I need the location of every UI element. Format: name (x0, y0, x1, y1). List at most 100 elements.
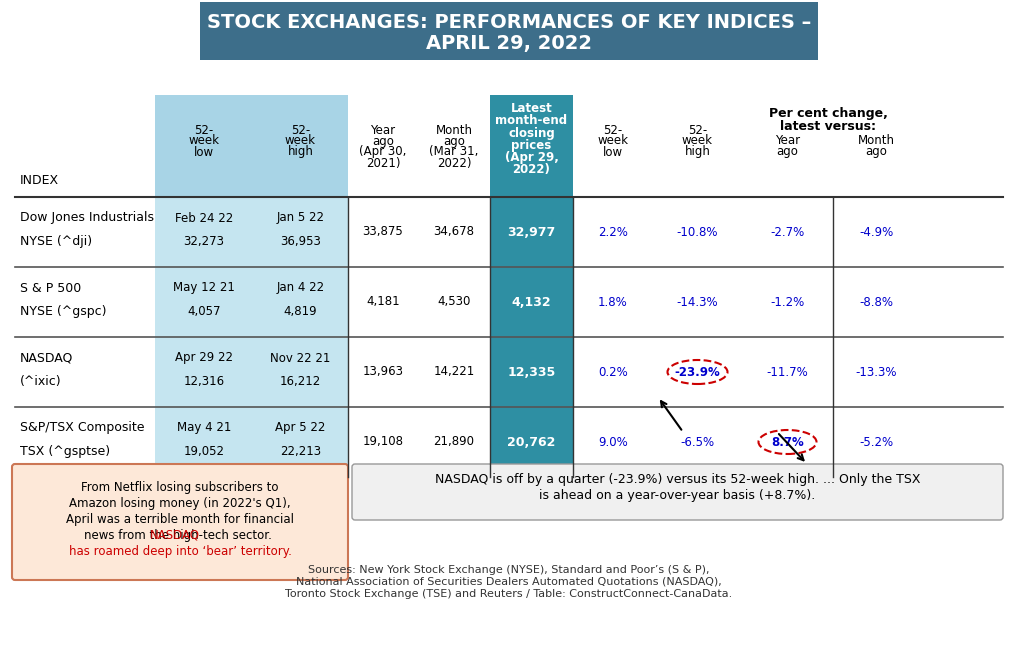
Text: 34,678: 34,678 (434, 226, 474, 238)
Text: 13,963: 13,963 (362, 366, 403, 378)
Text: 14,221: 14,221 (434, 366, 474, 378)
Text: 22,213: 22,213 (280, 446, 321, 459)
Text: 20,762: 20,762 (507, 436, 556, 449)
Text: 4,819: 4,819 (284, 306, 318, 319)
Text: May 4 21: May 4 21 (177, 422, 231, 434)
Text: -13.3%: -13.3% (856, 366, 897, 378)
Text: (Apr 29,: (Apr 29, (505, 150, 559, 164)
Bar (490, 267, 573, 337)
Text: news from the high-tech sector.: news from the high-tech sector. (84, 529, 276, 541)
Text: -10.8%: -10.8% (677, 226, 719, 238)
Text: -5.2%: -5.2% (859, 436, 894, 449)
Bar (490, 407, 573, 477)
Text: 33,875: 33,875 (362, 226, 403, 238)
FancyBboxPatch shape (352, 464, 1003, 520)
Bar (490, 337, 573, 407)
Text: (Mar 31,: (Mar 31, (430, 145, 478, 158)
Text: 2022): 2022) (512, 162, 551, 176)
Text: NASDAQ: NASDAQ (150, 529, 200, 541)
Text: -6.5%: -6.5% (680, 436, 715, 449)
Text: -8.8%: -8.8% (859, 296, 894, 308)
Text: week: week (682, 135, 713, 147)
Text: Dow Jones Industrials: Dow Jones Industrials (20, 211, 154, 224)
Bar (155, 95, 348, 197)
Text: 36,953: 36,953 (280, 236, 321, 249)
Text: Latest: Latest (511, 102, 553, 115)
Text: -14.3%: -14.3% (677, 296, 719, 308)
Text: 4,181: 4,181 (366, 296, 400, 308)
Text: S&P/TSX Composite: S&P/TSX Composite (20, 422, 145, 434)
Text: 2.2%: 2.2% (598, 226, 628, 238)
Text: Apr 5 22: Apr 5 22 (275, 422, 326, 434)
Text: 19,108: 19,108 (362, 436, 403, 449)
Text: 12,316: 12,316 (183, 376, 225, 389)
Text: high: high (684, 145, 711, 158)
Text: STOCK EXCHANGES: PERFORMANCES OF KEY INDICES –: STOCK EXCHANGES: PERFORMANCES OF KEY IND… (207, 13, 811, 32)
Text: NASDAQ: NASDAQ (20, 352, 73, 364)
Text: -4.9%: -4.9% (859, 226, 894, 238)
Text: month-end: month-end (496, 114, 568, 127)
Text: 19,052: 19,052 (183, 446, 225, 459)
Text: NASDAQ is off by a quarter (-23.9%) versus its 52-week high. ... Only the TSX
is: NASDAQ is off by a quarter (-23.9%) vers… (435, 473, 920, 502)
Text: Feb 24 22: Feb 24 22 (175, 211, 233, 224)
Text: S & P 500: S & P 500 (20, 282, 81, 294)
Text: closing: closing (508, 127, 555, 139)
Text: ago: ago (372, 135, 394, 147)
Text: Year: Year (371, 123, 396, 137)
Text: Month: Month (858, 135, 895, 147)
Text: 12,335: 12,335 (507, 366, 556, 378)
Text: has roamed deep into ‘bear’ territory.: has roamed deep into ‘bear’ territory. (68, 544, 291, 558)
Text: Apr 29 22: Apr 29 22 (175, 352, 233, 364)
Text: 52-: 52- (688, 123, 708, 137)
Text: low: low (603, 145, 623, 158)
Text: 2022): 2022) (437, 156, 471, 170)
Text: 1.8%: 1.8% (599, 296, 628, 308)
Bar (490, 95, 573, 197)
Bar (155, 197, 348, 267)
Text: week: week (285, 135, 316, 147)
Bar (155, 337, 348, 407)
Text: 16,212: 16,212 (280, 376, 321, 389)
Text: ago: ago (443, 135, 465, 147)
Text: 4,132: 4,132 (512, 296, 552, 308)
Text: NYSE (^gspc): NYSE (^gspc) (20, 306, 107, 319)
Text: -1.2%: -1.2% (771, 296, 804, 308)
Text: Year: Year (775, 135, 800, 147)
Text: -23.9%: -23.9% (675, 366, 721, 378)
Text: -2.7%: -2.7% (771, 226, 804, 238)
Text: week: week (188, 135, 220, 147)
Bar (200, 2, 818, 60)
Text: prices: prices (511, 139, 552, 152)
Text: From Netflix losing subscribers to: From Netflix losing subscribers to (81, 480, 279, 494)
Text: Amazon losing money (in 2022's Q1),: Amazon losing money (in 2022's Q1), (69, 496, 291, 510)
Text: Month: Month (436, 123, 472, 137)
Text: (^ixic): (^ixic) (20, 376, 62, 389)
Text: 9.0%: 9.0% (599, 436, 628, 449)
Text: 32,977: 32,977 (507, 226, 556, 238)
Text: 52-: 52- (604, 123, 623, 137)
Text: Nov 22 21: Nov 22 21 (271, 352, 331, 364)
Bar (155, 407, 348, 477)
Text: 8.7%: 8.7% (771, 436, 804, 449)
Text: April was a terrible month for financial: April was a terrible month for financial (66, 513, 294, 525)
Text: INDEX: INDEX (20, 174, 59, 187)
Text: 2021): 2021) (365, 156, 400, 170)
Text: Jan 5 22: Jan 5 22 (277, 211, 325, 224)
Bar (490, 197, 573, 267)
Text: week: week (598, 135, 628, 147)
Bar (155, 267, 348, 337)
Text: ago: ago (777, 145, 798, 158)
Text: 21,890: 21,890 (434, 436, 474, 449)
Text: (Apr 30,: (Apr 30, (359, 145, 406, 158)
Text: TSX (^gsptse): TSX (^gsptse) (20, 446, 110, 459)
Text: 4,530: 4,530 (438, 296, 470, 308)
Text: ago: ago (865, 145, 888, 158)
Text: -11.7%: -11.7% (767, 366, 808, 378)
Text: Jan 4 22: Jan 4 22 (277, 282, 325, 294)
Text: high: high (287, 145, 314, 158)
Text: 52-: 52- (194, 123, 214, 137)
Text: NYSE (^dji): NYSE (^dji) (20, 236, 92, 249)
Text: 52-: 52- (291, 123, 310, 137)
Text: latest versus:: latest versus: (780, 121, 876, 133)
Text: Per cent change,: Per cent change, (769, 106, 888, 119)
